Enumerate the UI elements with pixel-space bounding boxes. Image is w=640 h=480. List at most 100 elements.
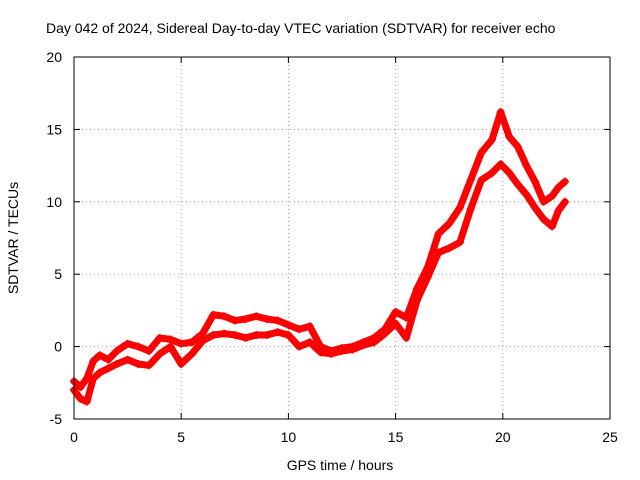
data-point [145,346,154,355]
x-tick-label: 25 [602,429,618,445]
data-point [554,206,563,215]
data-point [89,357,98,366]
data-point [496,108,505,117]
x-axis-label: GPS time / hours [287,457,394,473]
data-point [391,307,400,316]
chart-title: Day 042 of 2024, Sidereal Day-to-day VTE… [46,20,556,36]
data-points [70,108,569,406]
data-point [391,319,400,328]
data-point [123,355,132,364]
data-point [145,361,154,370]
series-track-upper [70,108,569,392]
data-point [522,190,531,199]
x-tick-label: 5 [177,429,185,445]
data-point [370,338,379,347]
data-point [466,205,475,214]
data-point [198,336,207,345]
data-point [209,310,218,319]
data-point [488,168,497,177]
data-point [273,316,282,325]
data-point [305,338,314,347]
data-point [155,349,164,358]
data-point [455,203,464,212]
data-point [305,322,314,331]
data-point [177,339,186,348]
data-point [134,342,143,351]
data-point [112,346,121,355]
data-point [359,341,368,350]
data-point [220,312,229,321]
data-point [505,132,514,141]
data-point [209,331,218,340]
data-point [548,222,557,231]
data-point [262,315,271,324]
data-point [166,342,175,351]
data-point [413,296,422,305]
y-tick-label: 5 [54,266,62,282]
data-point [455,238,464,247]
data-point [539,215,548,224]
data-point [95,368,104,377]
data-point [76,383,85,392]
data-point [295,325,304,334]
data-point [488,135,497,144]
data-point [187,349,196,358]
data-point [522,161,531,170]
y-tick-label: 20 [46,49,62,65]
y-axis-label: SDTVAR / TECUs [5,182,21,294]
data-point [284,331,293,340]
data-point [262,331,271,340]
data-point [230,316,239,325]
data-point [348,345,357,354]
data-point [155,333,164,342]
data-point [76,394,85,403]
data-point [327,349,336,358]
data-point [505,168,514,177]
y-tick-label: 10 [46,194,62,210]
data-point [496,160,505,169]
data-point [104,364,113,373]
data-point [434,229,443,238]
data-point [166,335,175,344]
data-point [548,192,557,201]
data-point [134,359,143,368]
data-point [530,177,539,186]
data-point [445,219,454,228]
data-point [123,339,132,348]
data-point [252,312,261,321]
data-point [95,351,104,360]
data-point [560,177,569,186]
x-tick-label: 0 [70,429,78,445]
x-tick-label: 20 [495,429,511,445]
data-point [104,355,113,364]
data-point [477,148,486,157]
data-point [241,315,250,324]
data-point [241,333,250,342]
data-point [284,320,293,329]
data-point [423,273,432,282]
x-tick-label: 10 [281,429,297,445]
data-point [402,333,411,342]
data-point [230,331,239,340]
data-point [338,346,346,355]
axis-ticks: 0 5 10 15 20 25 -5 0 5 10 15 20 [46,49,618,445]
data-point [89,374,98,383]
y-tick-label: 15 [46,121,62,137]
data-point [513,180,522,189]
data-point [477,176,486,185]
data-point [445,244,454,253]
data-point [112,359,121,368]
data-point [380,329,389,338]
y-tick-label: -5 [50,411,63,427]
data-point [252,331,261,340]
data-point [316,348,325,357]
data-point [554,183,563,192]
data-point [273,328,282,337]
data-point [434,248,443,257]
data-point [295,342,304,351]
data-point [220,329,229,338]
data-point [530,203,539,212]
data-point [466,176,475,185]
data-point [560,197,569,206]
